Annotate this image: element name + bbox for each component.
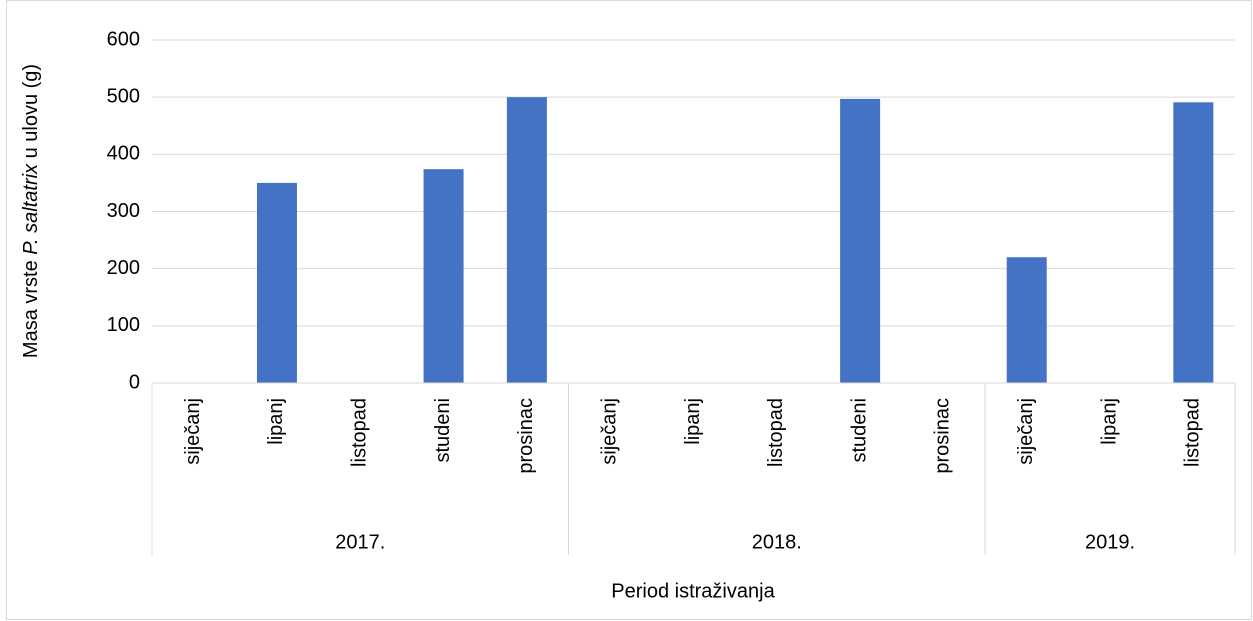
chart-border bbox=[6, 0, 1252, 620]
x-tick-label: studeni bbox=[432, 398, 454, 463]
y-axis-label: Masa vrste P. saltatrix u ulovu (g) bbox=[20, 64, 42, 358]
x-tick-label: siječanj bbox=[182, 398, 204, 465]
x-tick-label: lipanj bbox=[265, 398, 287, 445]
x-tick-label: listopad bbox=[765, 398, 787, 467]
x-tick-label: lipanj bbox=[682, 398, 704, 445]
x-tick-label: listopad bbox=[349, 398, 371, 467]
x-tick-label: prosinac bbox=[515, 398, 537, 474]
bar bbox=[1006, 257, 1047, 383]
x-tick-label: listopad bbox=[1182, 398, 1204, 467]
group-label: 2017. bbox=[335, 531, 385, 553]
group-label: 2019. bbox=[1085, 531, 1135, 553]
y-label-part: u ulovu (g) bbox=[20, 64, 42, 164]
y-tick-label: 300 bbox=[107, 200, 140, 222]
y-tick-label: 100 bbox=[107, 314, 140, 336]
y-label-part: Masa vrste bbox=[20, 255, 42, 358]
x-tick-label: siječanj bbox=[598, 398, 620, 465]
y-tick-label: 600 bbox=[107, 28, 140, 50]
x-tick-label: lipanj bbox=[1098, 398, 1120, 445]
y-tick-label: 400 bbox=[107, 143, 140, 165]
bar bbox=[840, 98, 881, 384]
x-axis-label: Period istraživanja bbox=[611, 580, 775, 602]
y-label-part: P. saltatrix bbox=[20, 163, 42, 255]
bar bbox=[256, 182, 297, 383]
x-tick-label: studeni bbox=[848, 398, 870, 463]
x-tick-label: siječanj bbox=[1015, 398, 1037, 465]
bar bbox=[1173, 102, 1214, 383]
x-tick-label: prosinac bbox=[932, 398, 954, 474]
group-label: 2018. bbox=[752, 531, 802, 553]
y-tick-label: 200 bbox=[107, 257, 140, 279]
bar bbox=[506, 97, 547, 384]
y-tick-label: 500 bbox=[107, 85, 140, 107]
y-tick-label: 0 bbox=[129, 371, 140, 393]
bar bbox=[423, 169, 464, 383]
